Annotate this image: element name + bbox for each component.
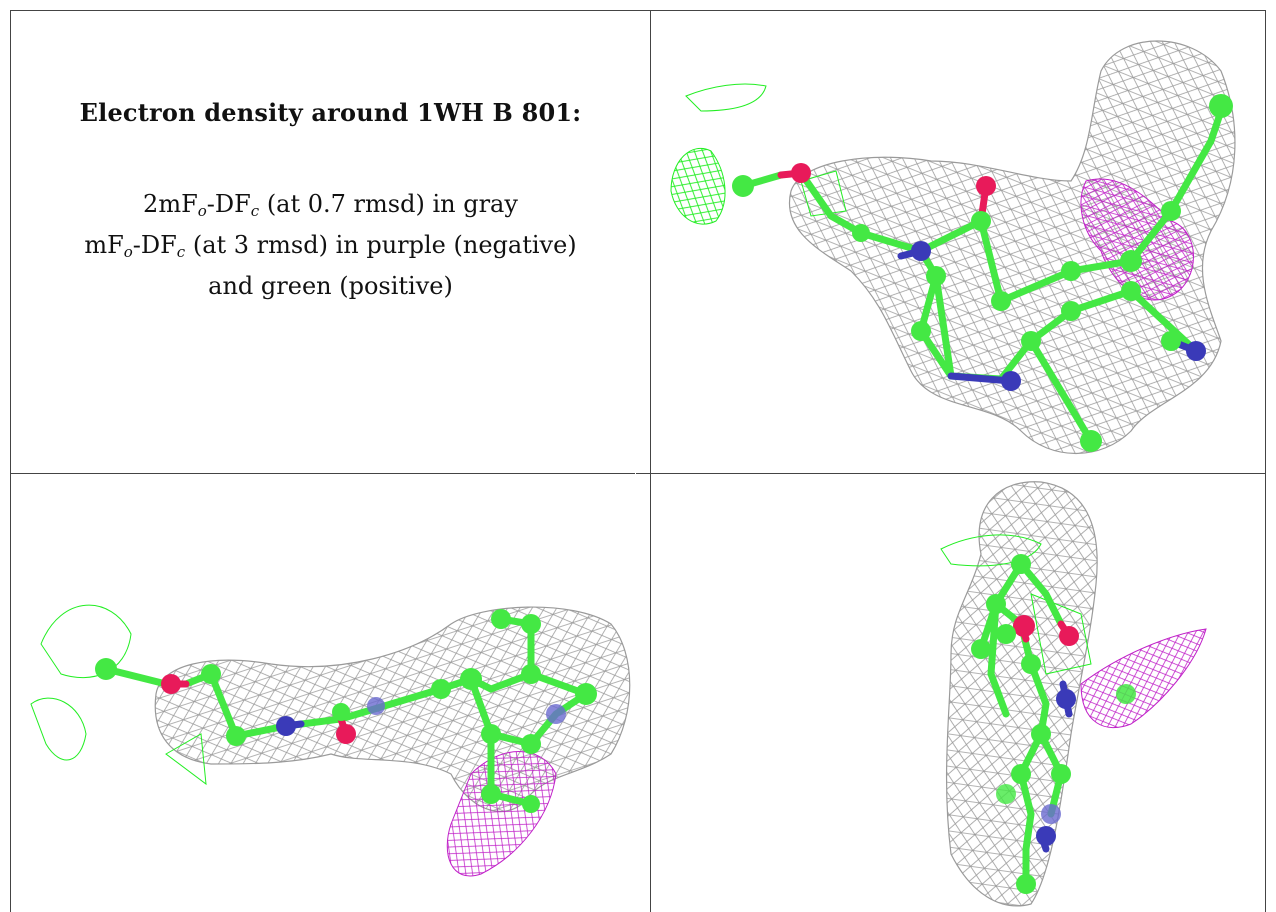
green-density-mesh-2	[30, 697, 87, 761]
green-density-mesh-3	[165, 733, 207, 786]
molecule-bonds-1	[739, 107, 1225, 445]
molecule-atoms-1	[732, 94, 1233, 452]
density-render-3	[940, 481, 1207, 907]
gray-density-mesh	[945, 481, 1098, 907]
green-density-mesh-1	[40, 604, 132, 679]
green-density-mesh-1	[940, 534, 1042, 567]
molecule-atoms-2	[95, 609, 597, 813]
density-view-bottom-right	[651, 474, 1265, 912]
legend-line-purple: mFo-DFc (at 3 rmsd) in purple (negative)	[84, 231, 577, 261]
green-density-mesh-1	[670, 148, 726, 225]
gray-density-mesh	[788, 40, 1236, 455]
nitrogen-atom	[1001, 371, 1021, 391]
legend-line-gray: 2mFo-DFc (at 0.7 rmsd) in gray	[143, 190, 518, 220]
green-density-mesh-3	[800, 170, 847, 217]
oxygen-atom	[976, 176, 996, 196]
green-density-mesh-2	[685, 83, 767, 112]
density-view-bottom-left	[11, 474, 650, 912]
table-frame	[10, 10, 1266, 912]
nitrogen-atom	[1186, 341, 1206, 361]
oxygen-atom	[161, 674, 181, 694]
density-view-top-right	[651, 11, 1265, 473]
oxygen-atom	[1013, 615, 1035, 637]
caption-legend: 2mFo-DFc (at 0.7 rmsd) in gray mFo-DFc (…	[11, 187, 650, 303]
caption-title: Electron density around 1WH B 801:	[79, 98, 582, 127]
nitrogen-atom	[1036, 826, 1056, 846]
density-render-2	[30, 604, 631, 877]
purple-density-mesh	[1080, 178, 1194, 301]
molecule-atoms-3	[971, 554, 1136, 894]
purple-density-mesh	[1080, 628, 1207, 729]
oxygen-atom	[1059, 626, 1079, 646]
nitrogen-atom	[911, 241, 931, 261]
caption-cell: Electron density around 1WH B 801: 2mFo-…	[11, 11, 650, 473]
horizontal-divider-right	[636, 473, 1266, 474]
carbon-atom	[732, 175, 754, 197]
legend-line-green: and green (positive)	[208, 272, 453, 300]
density-render-1	[670, 40, 1236, 455]
nitrogen-atom	[276, 716, 296, 736]
oxygen-atom	[336, 724, 356, 744]
horizontal-divider-left	[10, 473, 635, 474]
green-density-mesh-2	[1030, 593, 1092, 675]
purple-density-mesh	[446, 751, 557, 877]
oxygen-atom	[791, 163, 811, 183]
nitrogen-atom	[1056, 689, 1076, 709]
vertical-divider	[650, 10, 651, 912]
